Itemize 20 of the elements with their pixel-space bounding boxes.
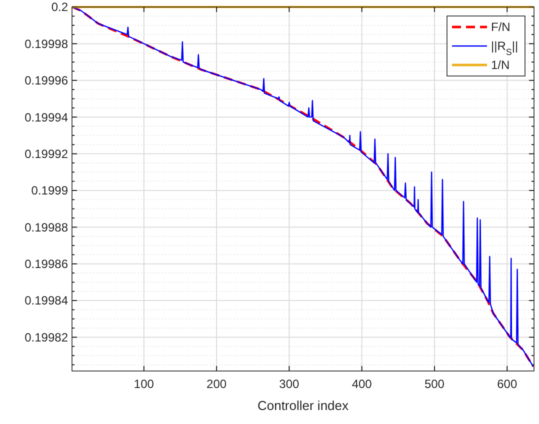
y-tick-label: 0.19996: [24, 74, 68, 88]
y-tick-label: 0.19984: [24, 294, 68, 308]
x-tick-label: 300: [279, 377, 300, 391]
y-tick-label: 0.19986: [24, 257, 68, 272]
x-tick-label: 500: [424, 377, 445, 391]
y-tick-label: 0.19998: [24, 36, 68, 51]
y-tick-label: 0.19988: [24, 220, 68, 234]
x-tick-label: 400: [352, 377, 372, 391]
y-tick-label: 0.19992: [24, 146, 68, 161]
y-tick-label: 0.2: [51, 0, 68, 14]
x-tick-label: 200: [206, 377, 227, 391]
x-tick-label: 100: [134, 377, 154, 391]
x-axis-title: Controller index: [257, 398, 350, 413]
legend-label: ||R$_{S}$||: [491, 39, 518, 58]
legend-label: F/N: [491, 20, 510, 34]
x-tick-label: 600: [497, 377, 518, 391]
y-tick-label: 0.19982: [24, 330, 68, 344]
y-tick-label: 0.1999: [31, 184, 68, 198]
y-tick-label: 0.19994: [24, 110, 68, 124]
legend-label: 1/N: [491, 58, 510, 72]
